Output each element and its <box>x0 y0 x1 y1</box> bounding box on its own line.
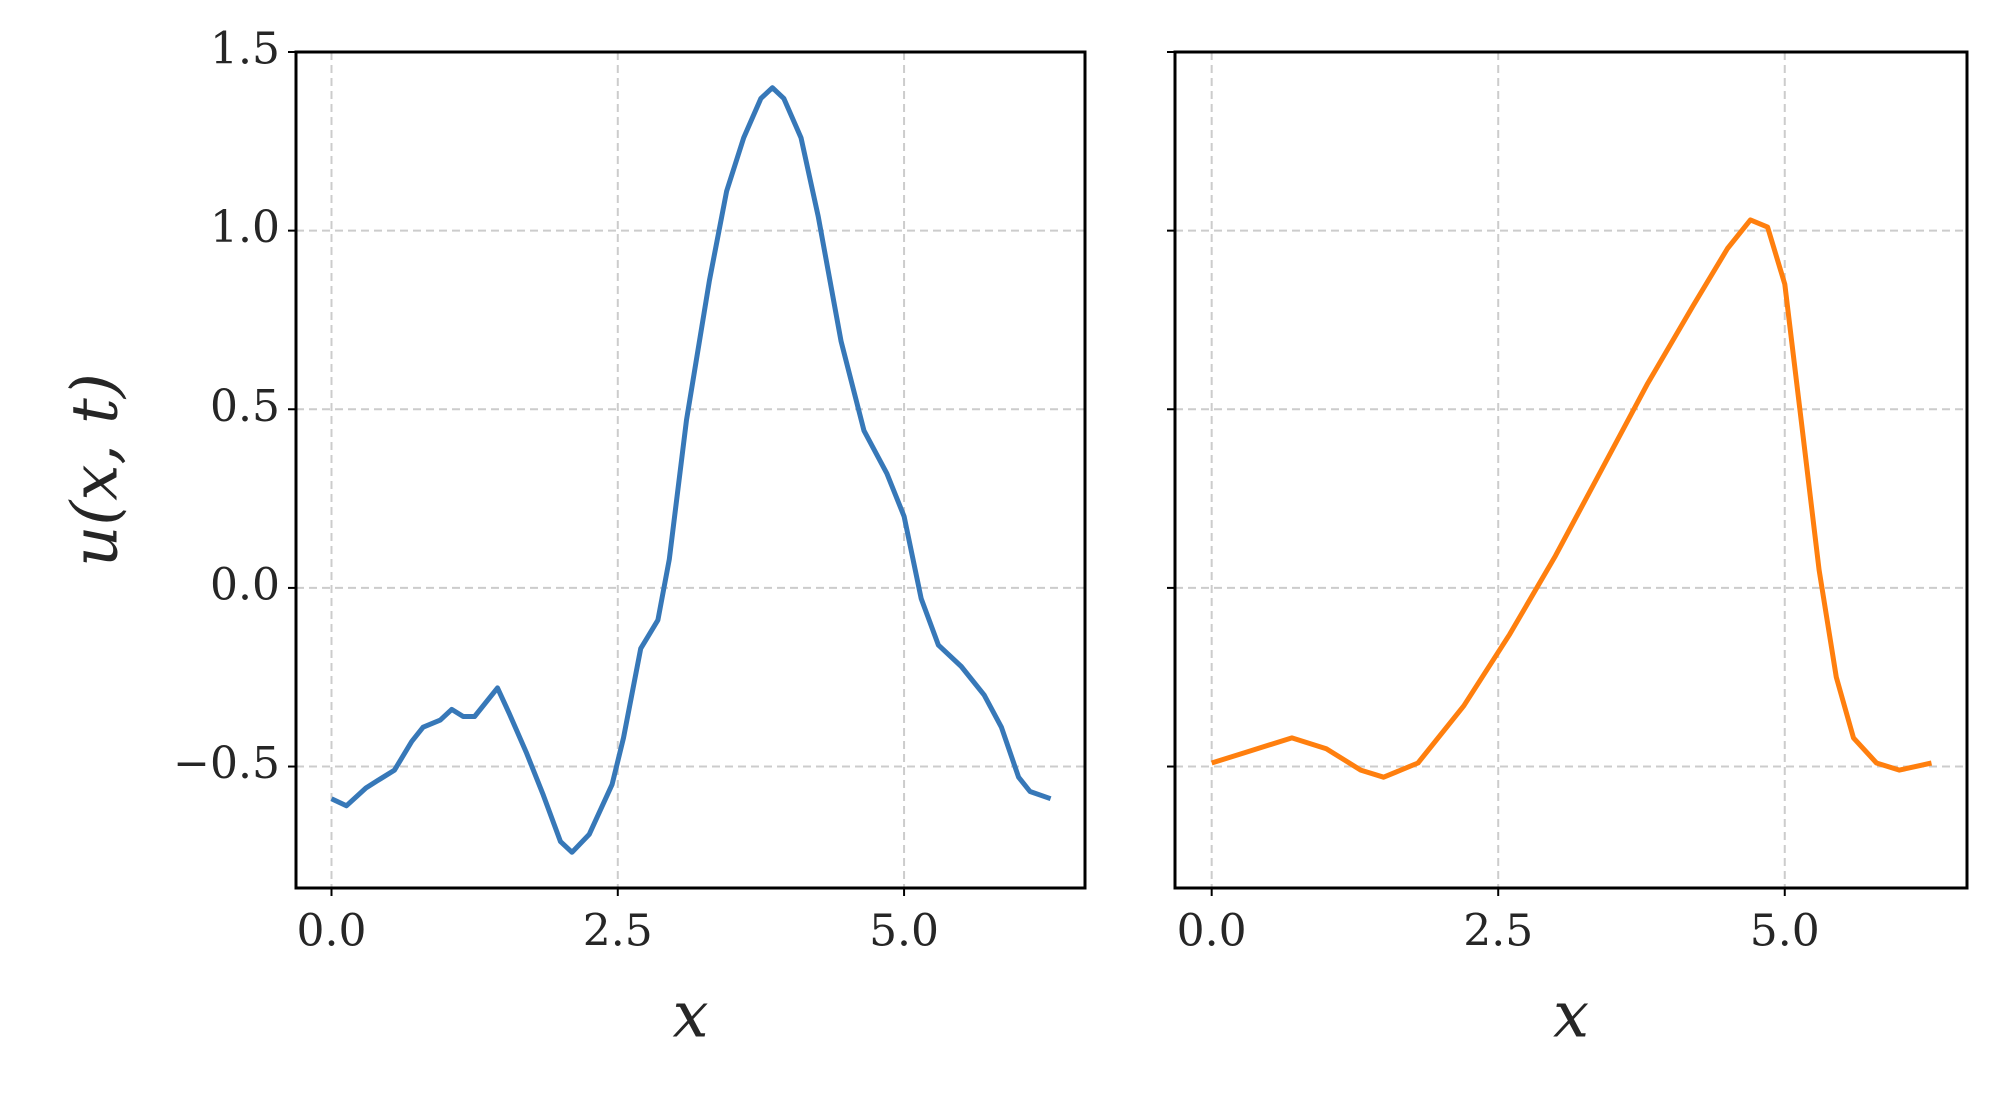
x-axis-label: x <box>1553 979 1589 1053</box>
x-tick-label: 0.0 <box>1177 906 1247 957</box>
y-axis-label: u(x, t) <box>59 373 133 567</box>
x-tick-label: 0.0 <box>297 906 367 957</box>
x-tick-label: 2.5 <box>583 906 653 957</box>
data-line <box>1210 217 1933 780</box>
x-tick-label: 2.5 <box>1463 906 1533 957</box>
x-axis-label: x <box>672 979 708 1053</box>
x-tick-label: 5.0 <box>1750 906 1820 957</box>
plot-frame <box>294 50 1087 890</box>
plot-frame <box>1173 50 1969 890</box>
y-tick-label: 1.5 <box>210 24 280 75</box>
x-tick-label: 5.0 <box>869 906 939 957</box>
y-tick-label: 1.0 <box>210 202 280 253</box>
y-tick-label: 0.5 <box>210 381 280 432</box>
y-tick-label: −0.5 <box>173 738 280 789</box>
y-tick-label: 0.0 <box>210 559 280 610</box>
data-line <box>330 85 1052 855</box>
